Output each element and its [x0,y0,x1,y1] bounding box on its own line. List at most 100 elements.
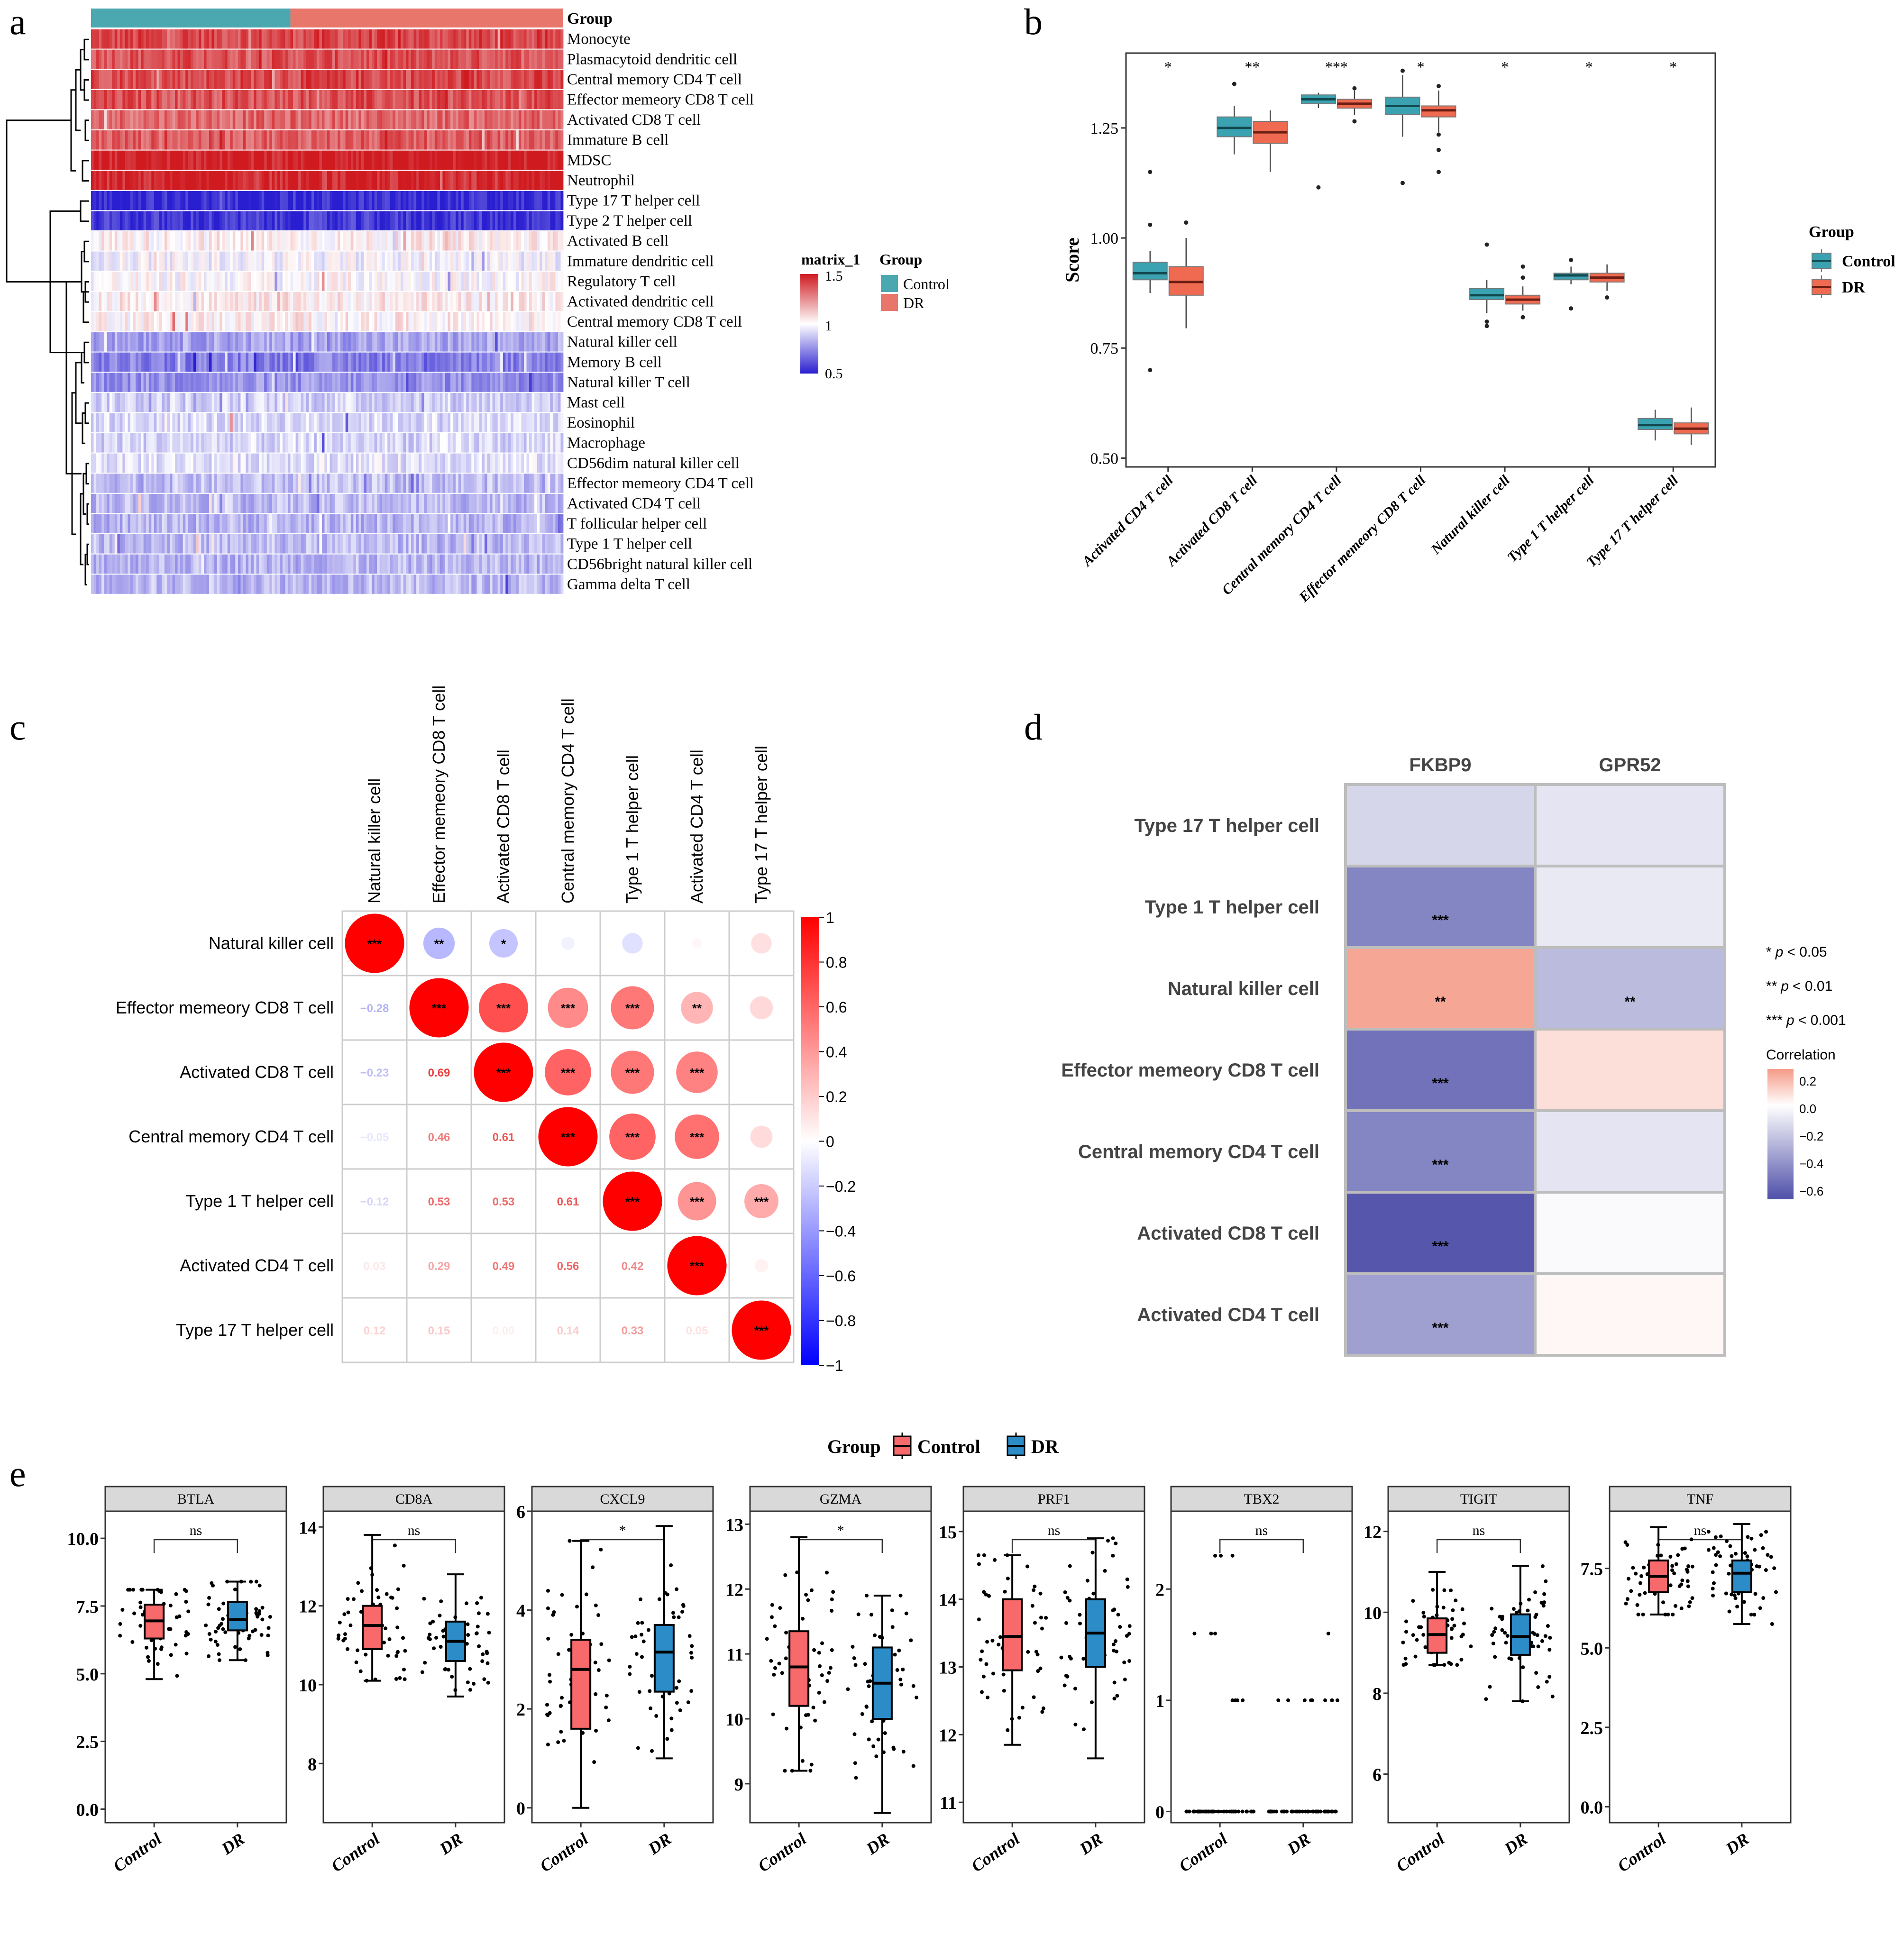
heatmap-cell [211,312,215,331]
heatmap-cell [128,171,131,190]
heatmap-cell [238,554,241,574]
heatmap-cell [290,433,293,453]
heatmap-cell [327,231,330,251]
heatmap-cell [377,90,380,110]
heatmap-cell [340,171,343,190]
heatmap-cell [468,373,472,392]
heatmap-cell [266,352,270,372]
heatmap-cell [526,272,530,291]
heatmap-cell [542,373,545,392]
heatmap-cell [369,251,372,271]
heatmap-cell [327,29,330,49]
heatmap-cell [364,292,367,311]
heatmap-cell [474,352,477,372]
heatmap-cell [306,150,309,170]
heatmap-cell [311,171,314,190]
heatmap-cell [424,251,427,271]
heatmap-cell [503,413,506,432]
heatmap-cell [390,171,393,190]
heatmap-cell [117,474,120,493]
heatmap-cell [555,191,558,210]
heatmap-cell [340,554,343,574]
heatmap-cell [203,90,207,110]
heatmap-cell [114,575,118,594]
heatmap-cell [476,493,480,513]
heatmap-cell [293,514,296,533]
heatmap-cell [390,392,393,412]
heatmap-cell [461,392,464,412]
heatmap-cell [167,251,170,271]
heatmap-cell [500,413,503,432]
heatmap-cell [424,90,427,110]
heatmap-cell [211,493,215,513]
heatmap-cell [552,251,556,271]
heatmap-cell [256,292,259,311]
heatmap-cell [458,332,461,352]
heatmap-cell [379,251,383,271]
heatmap-cell [445,49,448,69]
heatmap-cell [555,474,558,493]
heatmap-cell [321,433,325,453]
heatmap-cell [421,150,425,170]
heatmap-cell [280,251,283,271]
heatmap-cell [172,231,175,251]
heatmap-cell [413,90,417,110]
heatmap-cell [555,90,558,110]
heatmap-cell [164,474,167,493]
heatmap-cell [348,272,351,291]
heatmap-cell [230,292,233,311]
heatmap-cell [151,312,155,331]
heatmap-cell [526,433,530,453]
heatmap-cell [434,211,438,230]
heatmap-cell [172,171,175,190]
heatmap-cell [432,493,435,513]
heatmap-cell [209,575,212,594]
heatmap-cell [361,292,364,311]
heatmap-cell [398,413,401,432]
heatmap-cell [109,150,112,170]
heatmap-cell [112,272,115,291]
heatmap-cell [406,332,409,352]
heatmap-cell [232,312,236,331]
heatmap-cell [159,231,162,251]
heatmap-cell [364,453,367,473]
heatmap-cell [324,231,328,251]
heatmap-cell [104,150,107,170]
heatmap-cell [143,110,146,129]
heatmap-cell [172,272,175,291]
heatmap-cell [456,90,459,110]
heatmap-cell [230,575,233,594]
heatmap-cell [306,130,309,150]
heatmap-cell [558,211,561,230]
heatmap-cell [227,352,230,372]
heatmap-cell [285,49,288,69]
heatmap-cell [303,514,307,533]
heatmap-cell [456,110,459,129]
heatmap-cell [254,433,256,453]
heatmap-cell [324,534,328,554]
heatmap-cell [364,332,367,352]
heatmap-cell [442,493,446,513]
heatmap-cell [411,251,414,271]
heatmap-cell [471,90,475,110]
heatmap-cell [109,70,112,89]
heatmap-cell [319,413,322,432]
heatmap-cell [269,110,273,129]
heatmap-cell [490,352,493,372]
heatmap-cell [154,251,157,271]
heatmap-cell [141,191,144,210]
heatmap-cell [321,413,325,432]
heatmap-cell [209,493,212,513]
heatmap-cell [497,70,501,89]
heatmap-cell [254,554,256,574]
heatmap-cell [382,171,385,190]
heatmap-cell [311,392,314,412]
heatmap-cell [232,49,236,69]
heatmap-cell [275,150,278,170]
heatmap-cell [384,110,388,129]
heatmap-cell [201,70,204,89]
heatmap-cell [321,554,325,574]
heatmap-cell [442,534,446,554]
heatmap-cell [156,575,160,594]
